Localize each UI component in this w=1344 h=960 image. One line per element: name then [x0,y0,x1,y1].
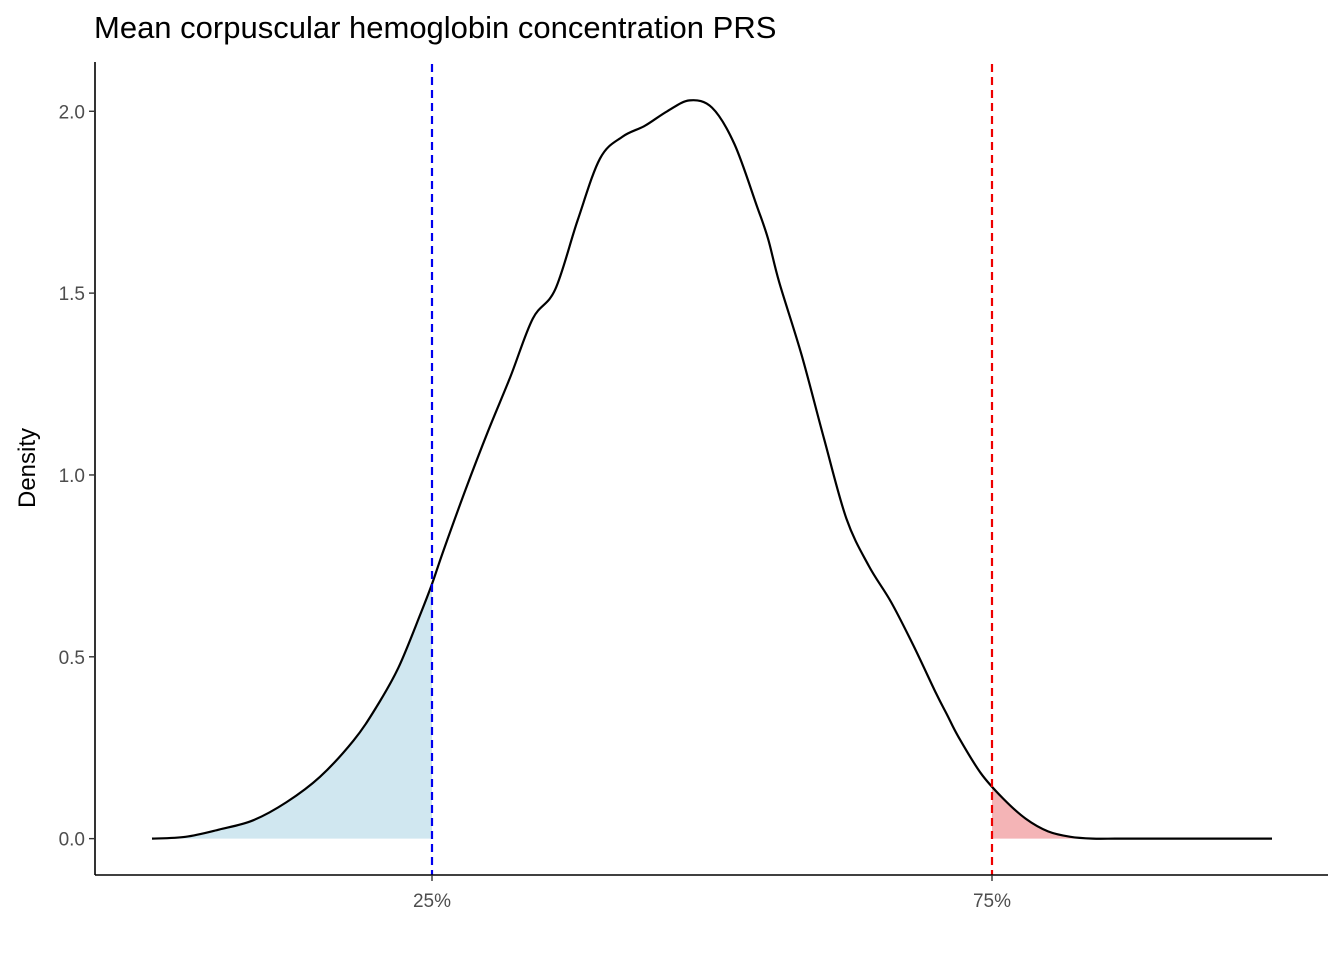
shaded-region-lower [152,584,432,839]
y-axis-title: Density [14,428,41,508]
density-curve-line [151,99,1272,840]
x-tick-label: 75% [973,891,1011,912]
y-tick-label: 2.0 [59,102,85,123]
shaded-region-upper [992,785,1272,839]
y-tick-label: 1.5 [59,284,85,305]
axes: 0.0 0.5 1.0 1.5 2.0 25% 75% [59,62,1328,912]
chart-title: Mean corpuscular hemoglobin concentratio… [94,10,776,45]
y-tick-label: 0.5 [59,648,85,669]
x-tick-label: 25% [413,891,451,912]
y-tick-label: 0.0 [59,830,85,851]
y-tick-label: 1.0 [59,466,85,487]
plot-area [151,64,1272,875]
